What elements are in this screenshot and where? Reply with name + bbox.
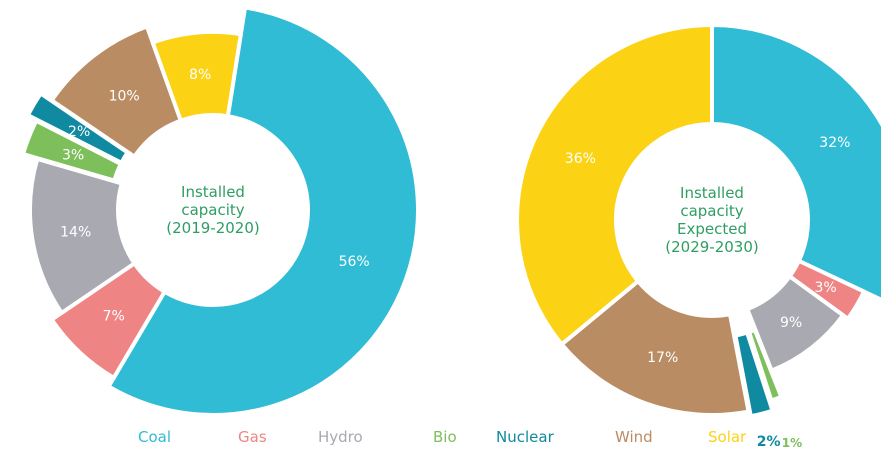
slice-label-coal: 32% [819,135,850,151]
legend-item-gas: Gas [238,428,267,446]
legend-item-bio: Bio [433,428,457,446]
legend-item-nuclear: Nuclear [496,428,554,446]
center-label-line: Expected [677,220,747,238]
slice-label-bio: 1% [782,436,802,450]
legend-item-coal: Coal [138,428,172,446]
slice-label-wind: 17% [647,350,678,366]
slice-label-bio: 3% [62,148,84,164]
center-label-line: (2029-2030) [665,238,758,256]
slice-label-hydro: 9% [780,315,802,331]
slice-label-gas: 3% [815,280,837,296]
slice-label-nuclear: 2% [68,124,90,140]
slice-gas [49,261,167,380]
center-label-line: Installed [680,184,744,202]
slice-wind [559,279,751,417]
donut-chart-2029-2030: 32% 3% 9% 1%2% 17% 36% InstalledcapacityExpect… [515,23,881,450]
slice-label-gas: 7% [103,309,125,325]
slice-bio [747,327,784,403]
center-label-line: capacity [680,202,743,220]
center-label-line: capacity [181,201,244,219]
center-label-line: (2019-2020) [166,219,259,237]
center-label-line: Installed [181,183,245,201]
donut-chart-2019-2020: 56% 7% 14% 3% 2% 10% 8% Installedcapacity(2019-… [21,5,420,417]
legend-item-wind: Wind [615,428,653,446]
legend: Coal Gas Hydro Bio Nuclear Wind Solar [0,428,881,448]
slice-coal [106,5,420,417]
slice-label-solar: 36% [565,151,596,167]
slice-label-nuclear: 2% [757,434,781,450]
slice-wind [49,24,183,159]
slice-label-wind: 10% [109,88,140,104]
slice-label-solar: 8% [189,67,211,83]
slice-solar [515,23,714,347]
slice-label-coal: 56% [339,254,370,270]
legend-item-hydro: Hydro [318,428,363,446]
slice-coal [710,23,881,302]
slice-solar [150,30,243,123]
slice-label-hydro: 14% [60,225,91,241]
legend-item-solar: Solar [708,428,747,446]
